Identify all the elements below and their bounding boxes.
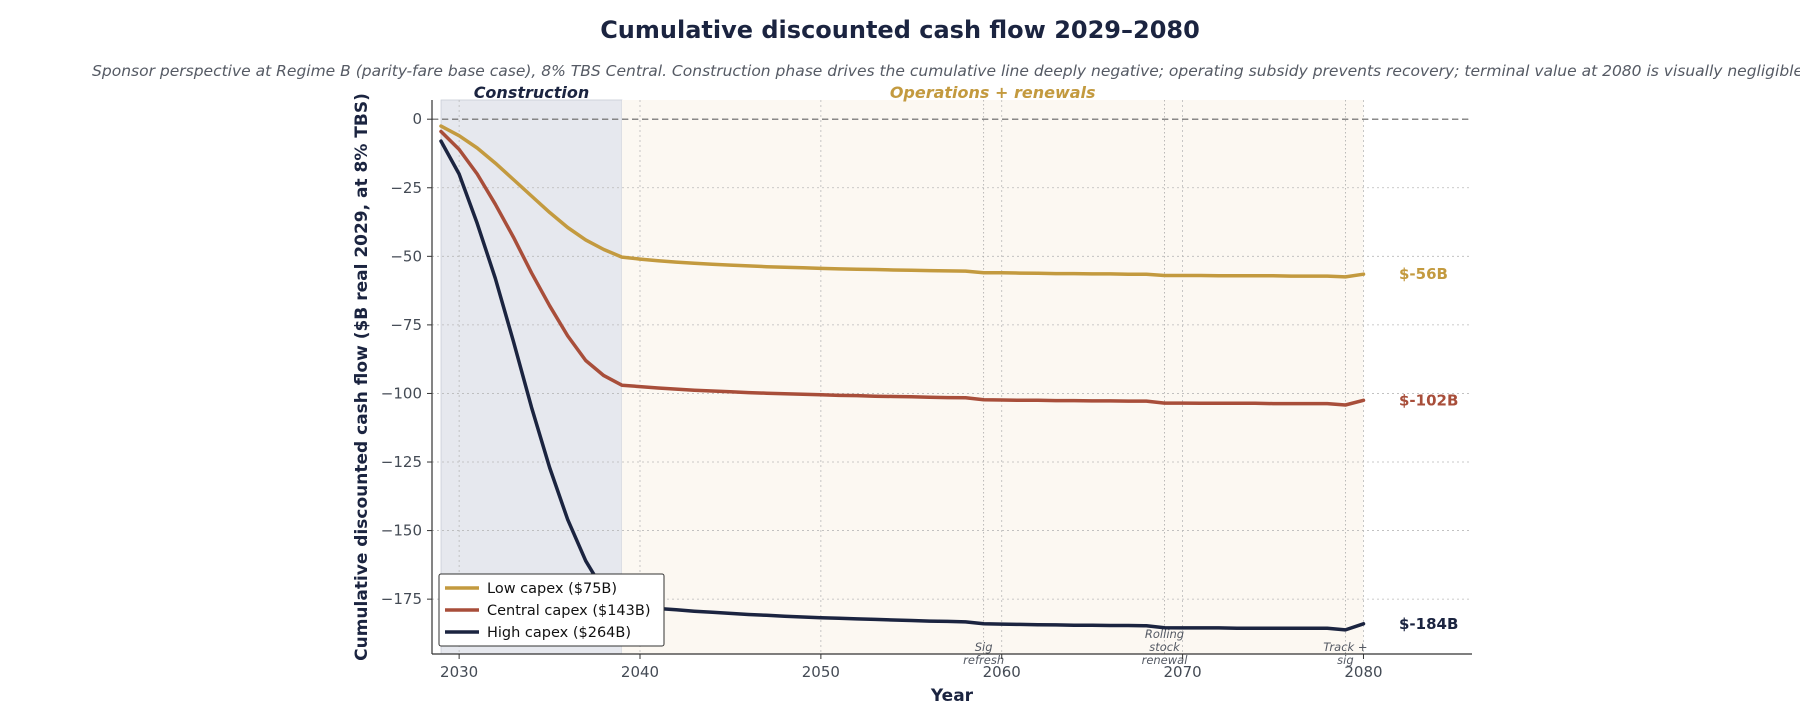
x-tick-label-3: 2060 [983, 663, 1021, 681]
end-label-1: $-102B [1399, 391, 1458, 409]
y-tick-label-5: −125 [381, 453, 422, 471]
phase-shading [440, 99, 1364, 655]
chart-title: Cumulative discounted cash flow 2029–208… [600, 16, 1200, 44]
x-tick-label-4: 2070 [1164, 663, 1202, 681]
grid-lines [432, 100, 1472, 654]
phase-label-1: Operations + renewals [890, 83, 1096, 102]
y-tick-label-3: −75 [390, 316, 422, 334]
phase-band-1 [621, 100, 1364, 654]
y-axis-title: Cumulative discounted cash flow ($B real… [352, 93, 372, 661]
legend-label-2: High capex ($264B) [487, 625, 631, 641]
y-tick-label-4: −100 [381, 384, 422, 402]
event-label-1-2: renewal [1142, 653, 1189, 667]
event-label-2-1: sig [1337, 653, 1354, 667]
x-tick-label-0: 2030 [440, 663, 478, 681]
event-label-0-1: refresh [963, 653, 1004, 667]
y-tick-label-1: −25 [390, 179, 422, 197]
chart-subtitle: Sponsor perspective at Regime B (parity-… [92, 62, 1800, 80]
event-label-1-1: stock [1149, 640, 1181, 654]
event-label-2-0: Track + [1323, 640, 1367, 654]
end-label-0: $-56B [1399, 265, 1448, 283]
y-tick-label-2: −50 [390, 247, 422, 265]
legend-label-0: Low capex ($75B) [487, 581, 617, 597]
legend: Low capex ($75B) Central capex ($143B) Hig… [438, 573, 665, 647]
y-tick-label-6: −150 [381, 522, 422, 540]
phase-label-0: Construction [474, 83, 590, 102]
phase-band-0 [440, 99, 623, 655]
tick-labels: 0 −25 −50 −75 −100 −125 −150 −175 2030 2040 2050 20… [381, 110, 1383, 681]
y-tick-label-7: −175 [381, 590, 422, 608]
x-tick-label-1: 2040 [621, 663, 659, 681]
x-tick-label-5: 2080 [1344, 663, 1382, 681]
legend-box [438, 573, 665, 647]
legend-label-1: Central capex ($143B) [487, 603, 651, 619]
end-label-2: $-184B [1399, 615, 1458, 633]
series-line-0 [439, 124, 1366, 279]
series-line-1 [439, 129, 1366, 407]
axes [431, 100, 1472, 655]
event-label-1-0: Rolling [1145, 627, 1184, 641]
x-tick-label-2: 2050 [802, 663, 840, 681]
event-label-0-0: Sig [975, 640, 993, 654]
y-tick-label-0: 0 [412, 110, 422, 128]
x-axis-title: Year [930, 686, 974, 706]
chart-annotations: Construction Operations + renewals $-56B $-… [352, 83, 1458, 706]
